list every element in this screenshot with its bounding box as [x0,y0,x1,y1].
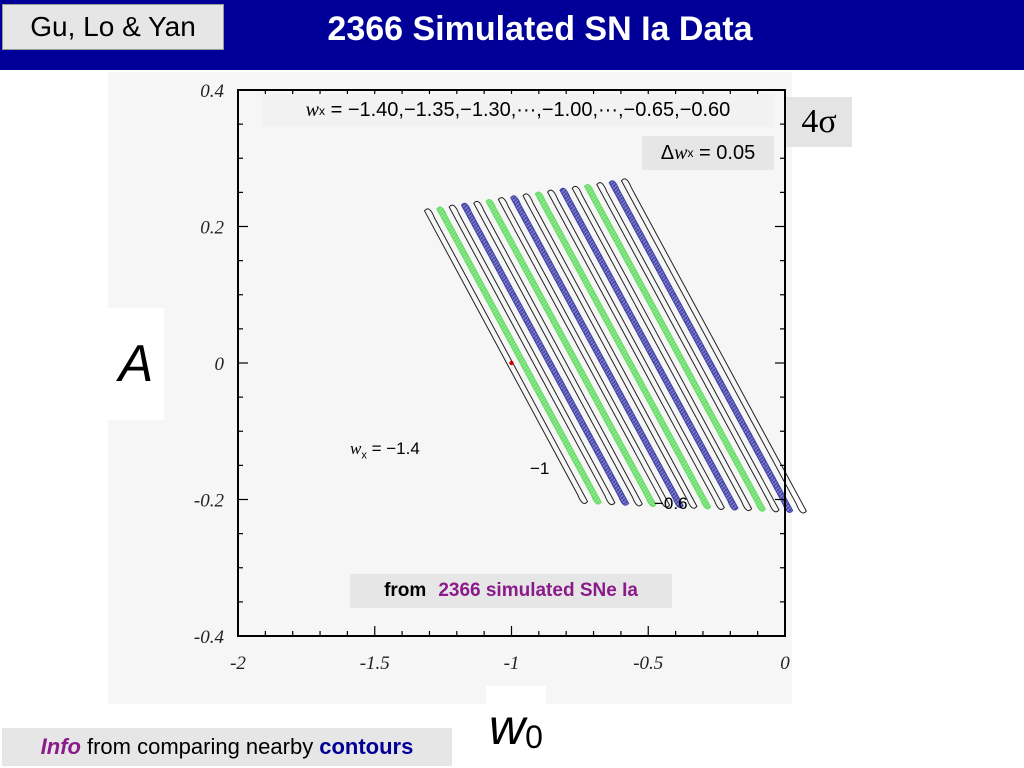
fiducial-point [509,360,514,366]
contour-green [583,184,766,512]
x-tick-label: -1.5 [360,653,390,674]
y-tick-label: 0.4 [200,81,224,102]
contour-green [485,199,657,507]
contour-green [534,191,712,510]
footer-note: Info from comparing nearby contours [2,728,452,766]
x-axis-var: w [489,699,526,755]
wx-var: w [305,99,320,121]
x-axis-sub: 0 [525,719,543,755]
x-tick-label: -1 [504,653,520,674]
annotation-start-sub: x [361,449,367,462]
contour-outline [473,200,643,507]
contour-outline [497,197,671,508]
source-note: from 2366 simulated SNe Ia [350,574,672,608]
author-label: Gu, Lo & Yan [2,4,224,50]
y-tick-label: 0.2 [200,218,224,239]
source-prefix: from [384,580,427,601]
footer-info: Info [40,734,81,759]
sigma-label: 4σ [786,97,852,147]
contour-outline [596,182,780,513]
x-tick-label: 0 [780,653,790,674]
annotation-mid: −1 [530,459,550,478]
contour-green [436,206,602,505]
contour-blue [559,187,739,511]
y-tick-label: -0.4 [194,627,225,648]
contour-blue [510,195,684,509]
contour-blue [460,202,630,506]
wx-sub: x [319,103,326,118]
slide-title: 2366 Simulated SN Ia Data [327,10,753,48]
footer-contours: contours [319,734,414,759]
x-tick-label: -0.5 [633,653,663,674]
contour-outline [620,178,807,514]
y-tick-label: 0 [215,354,225,375]
footer-mid: from comparing nearby [86,734,314,759]
wx-values: = −1.40,−1.35,−1.30,···,−1.00,···,−0.65,… [330,99,731,121]
annotation-start-var: w [350,439,362,458]
contour-outline [571,185,753,512]
y-axis-label: A [108,308,164,420]
dw-sub: x [687,146,694,160]
dw-value: = 0.05 [699,141,756,164]
contour-group [423,178,807,514]
axes-group: -2 -1.5 -1 -0.5 0 -0.4 -0.2 0 0.2 0.4 [194,81,790,674]
annotation-end: −0.6 [654,494,688,513]
contour-outline [448,204,616,506]
contour-outline [522,193,698,509]
contour-outline [547,189,725,510]
dw-var: w [674,141,688,164]
x-tick-label: -2 [230,653,246,674]
source-highlight: 2366 simulated SNe Ia [438,580,638,601]
contour-blue [608,180,794,513]
annotation-start: wx = −1.4 [350,439,420,461]
delta-symbol: Δ [660,141,675,164]
contour-outline [423,208,589,504]
y-tick-label: -0.2 [194,491,225,512]
annotation-start-value: = −1.4 [371,439,420,458]
